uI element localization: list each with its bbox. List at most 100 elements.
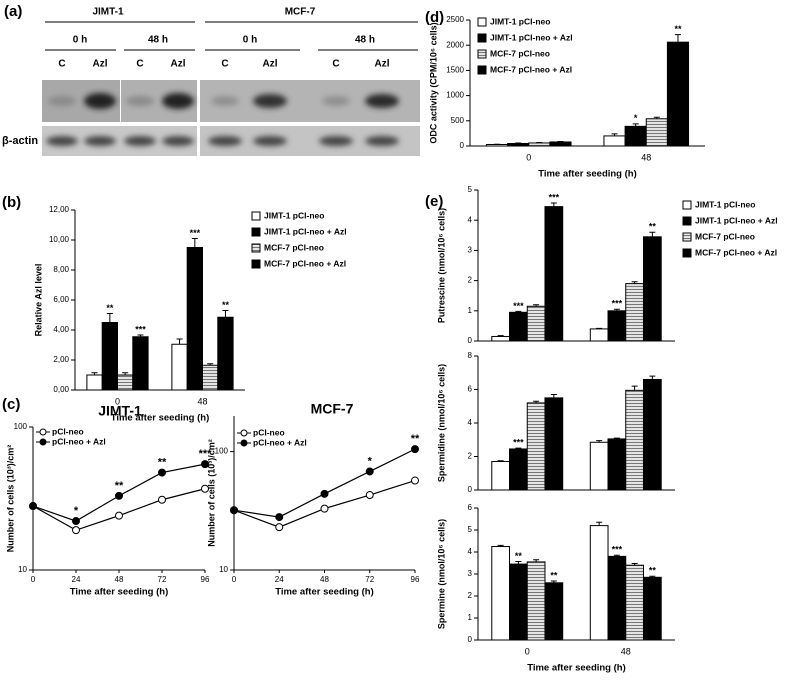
- error-bar: [596, 521, 603, 526]
- lane-label: C: [221, 59, 228, 70]
- marker: [115, 511, 123, 520]
- x-axis-label: Time after seeding (h): [111, 413, 210, 424]
- error-bar: [497, 335, 504, 337]
- time-label: 48 h: [355, 35, 375, 46]
- y-tick-label: 2: [468, 276, 473, 285]
- y-tick-label: 2: [468, 591, 473, 600]
- legend-swatch: [251, 211, 261, 221]
- error-bar: [536, 141, 543, 143]
- marker: [29, 502, 37, 511]
- x-tick-label: 48: [621, 646, 631, 656]
- marker: [115, 491, 123, 500]
- error-bar: [596, 440, 603, 443]
- error-bar: [207, 363, 214, 366]
- legend-label: MCF-7 pCI-neo + Azl: [490, 64, 572, 74]
- y-tick-label: 0: [468, 485, 473, 494]
- bar: [645, 118, 668, 147]
- error-bar: [176, 338, 183, 345]
- x-tick-label: 72: [158, 575, 167, 584]
- bar: [666, 41, 690, 147]
- bar: [625, 564, 644, 641]
- error-bar: [191, 238, 198, 248]
- marker: [365, 467, 374, 476]
- error-bar: [106, 313, 113, 323]
- error-bar: [533, 400, 540, 403]
- error-bar: [550, 394, 557, 398]
- x-tick-label: 48: [641, 152, 651, 162]
- y-tick-label: 100: [215, 447, 229, 456]
- bar: [491, 461, 511, 491]
- marker: [320, 504, 329, 513]
- lane-label: Azl: [263, 59, 278, 70]
- x-tick-label: 0: [115, 396, 120, 406]
- y-tick-label: 8: [468, 351, 473, 360]
- legend-swatch: [251, 227, 261, 237]
- y-tick-label: 0: [468, 635, 473, 644]
- significance: ***: [612, 545, 623, 555]
- x-tick-label: 48: [320, 575, 329, 584]
- significance: *: [634, 113, 638, 123]
- error-bar: [649, 375, 656, 380]
- bar: [625, 283, 644, 342]
- y-tick-label: 6: [468, 503, 473, 512]
- time-label: 0 h: [243, 35, 257, 46]
- bar: [528, 142, 551, 147]
- legend-label: pCI-neo + Azl: [253, 437, 307, 447]
- y-tick-label: 3: [468, 246, 473, 255]
- legend-swatch: [682, 216, 692, 226]
- x-tick-label: 0: [526, 152, 531, 162]
- significance: ***: [190, 228, 201, 238]
- error-bar: [596, 327, 603, 329]
- y-tick-label: 2500: [446, 15, 464, 24]
- x-axis-label: Time after seeding (h): [70, 587, 169, 598]
- bar: [589, 328, 609, 342]
- y-tick-label: 4: [468, 547, 473, 556]
- error-bar: [613, 437, 620, 439]
- error-bar: [533, 304, 540, 307]
- x-axis-label: Time after seeding (h): [538, 169, 637, 180]
- marker: [158, 468, 166, 477]
- x-tick-label: 24: [275, 575, 284, 584]
- x-tick-label: 0: [31, 575, 36, 584]
- significance: ***: [199, 448, 213, 460]
- bar: [509, 563, 528, 641]
- y-axis-label: Relative Azl level: [33, 264, 43, 337]
- lane-label: C: [332, 59, 339, 70]
- marker: [411, 445, 419, 454]
- panel-label: (c): [2, 396, 20, 413]
- legend-label: JIMT-1 pCI-neo: [695, 199, 755, 209]
- x-tick-label: 48: [115, 575, 124, 584]
- lane-label: C: [136, 59, 143, 70]
- legend-marker: [39, 438, 47, 446]
- legend-swatch: [477, 65, 487, 75]
- x-axis-label: Time after seeding (h): [275, 587, 374, 598]
- significance: ***: [612, 299, 623, 309]
- y-axis-label: Putrescine (nmol/10⁶ cells): [436, 208, 446, 323]
- marker: [72, 517, 80, 526]
- y-tick-label: 10: [18, 565, 27, 574]
- legend-swatch: [477, 17, 487, 27]
- bar: [589, 525, 609, 641]
- bar: [607, 310, 627, 342]
- y-tick-label: 3: [468, 569, 473, 578]
- y-tick-label: 0: [468, 336, 473, 345]
- y-tick-label: 8,00: [53, 265, 69, 274]
- legend-label: MCF-7 pCI-neo: [264, 242, 324, 252]
- bar: [509, 311, 528, 342]
- bar: [101, 322, 118, 391]
- y-tick-label: 0,00: [53, 385, 69, 394]
- significance: ***: [135, 324, 146, 334]
- time-label: 48 h: [148, 35, 168, 46]
- legend-label: JIMT-1 pCI-neo: [264, 210, 324, 220]
- significance: ***: [513, 301, 524, 311]
- x-tick-label: 96: [201, 575, 210, 584]
- legend-swatch: [251, 259, 261, 269]
- error-bar: [497, 544, 504, 547]
- y-tick-label: 6,00: [53, 295, 69, 304]
- bar: [526, 561, 546, 641]
- y-tick-label: 5: [468, 185, 473, 194]
- y-tick-label: 1: [468, 613, 473, 622]
- y-tick-label: 4: [468, 418, 473, 427]
- legend-label: MCF-7 pCI-neo: [695, 231, 755, 241]
- error-bar: [515, 447, 522, 449]
